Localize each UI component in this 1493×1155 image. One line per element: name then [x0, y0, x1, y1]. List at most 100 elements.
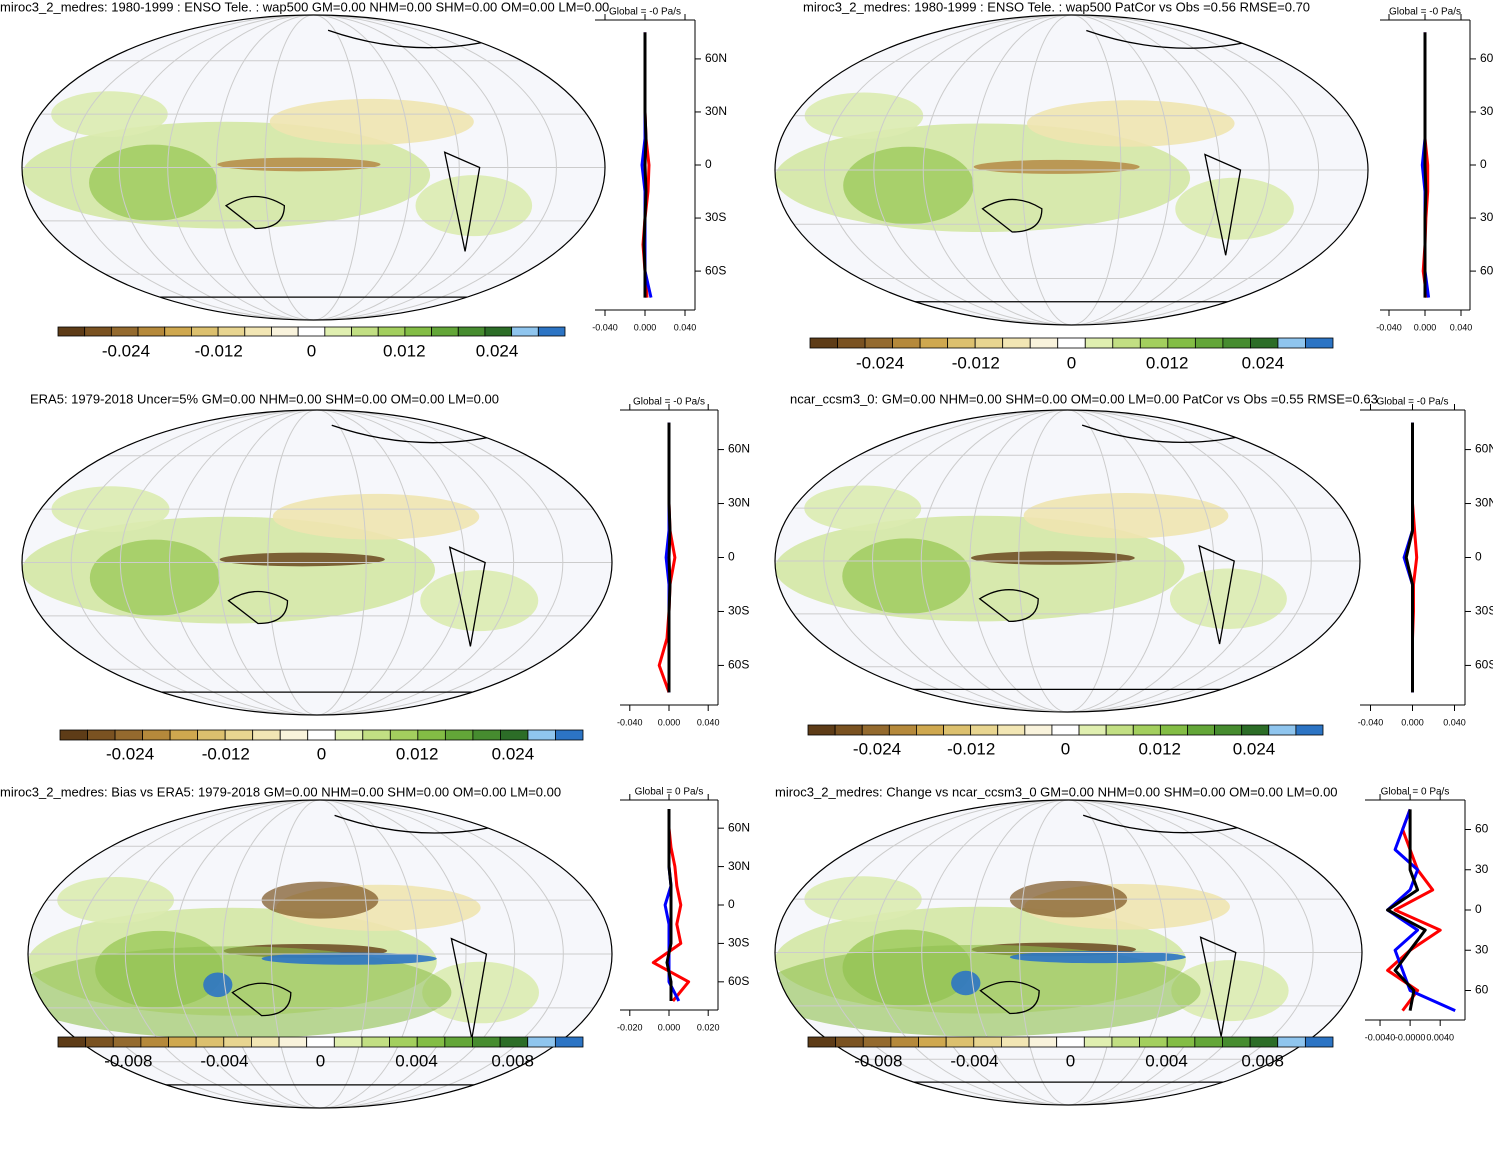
- colorbar-box: [1194, 1036, 1223, 1048]
- field-blob: [842, 538, 971, 614]
- colorbar-box: [1056, 1036, 1085, 1048]
- colorbar-box: [1305, 337, 1334, 349]
- map-border: [774, 14, 1369, 326]
- colorbar-box: [110, 326, 139, 337]
- colorbar-box: [499, 1036, 529, 1048]
- field-blob: [269, 98, 474, 145]
- colorbar-box: [362, 729, 391, 741]
- colorbar-box: [164, 326, 192, 337]
- zonal-title: Global = -0 Pa/s: [609, 7, 681, 18]
- colorbar-box: [333, 1036, 363, 1048]
- colorbar-box: [297, 326, 326, 337]
- colorbar-box: [1167, 337, 1196, 349]
- y-tick-label: 60: [1475, 983, 1489, 997]
- colorbar-box: [1083, 1036, 1113, 1048]
- colorbar-box: [1139, 337, 1169, 349]
- colorbar-label: 0.012: [1138, 739, 1181, 758]
- colorbar-label: -0.024: [106, 744, 154, 763]
- y-tick-label: 0: [1480, 157, 1487, 171]
- colorbar-label: 0: [316, 1051, 325, 1070]
- colorbar-box: [916, 724, 944, 736]
- y-tick-label: 0: [728, 550, 735, 564]
- y-tick-label: 60S: [1475, 658, 1493, 672]
- panel: ncar_ccsm3_0: GM=0.00 NHM=0.00 SHM=0.00 …: [774, 391, 1493, 758]
- continent: [22, 29, 605, 298]
- colorbar-box: [197, 729, 226, 741]
- y-tick-label: 60S: [1480, 263, 1493, 277]
- colorbar-box: [527, 729, 556, 741]
- colorbar-box: [1222, 1036, 1251, 1048]
- colorbar-box: [87, 729, 116, 741]
- colorbar-box: [195, 1036, 225, 1048]
- colorbar-box: [472, 729, 501, 741]
- colorbar-box: [1295, 724, 1324, 736]
- colorbar-label: 0.024: [476, 341, 519, 360]
- colorbar-box: [224, 729, 254, 741]
- colorbar-box: [554, 1036, 584, 1048]
- zonal-line: [667, 422, 672, 693]
- field-blob: [1023, 493, 1229, 539]
- colorbar-box: [555, 729, 584, 741]
- zonal-line: [1386, 808, 1442, 1012]
- colorbar-label: -0.012: [202, 744, 250, 763]
- colorbar-box: [861, 724, 890, 736]
- y-tick-label: 60N: [1480, 51, 1493, 65]
- colorbar-box: [500, 729, 529, 741]
- y-tick-label: 30N: [1480, 104, 1493, 118]
- x-tick-label: -0.020: [617, 1022, 643, 1032]
- colorbar-label: 0.008: [491, 1051, 534, 1070]
- y-tick-label: 30S: [1475, 604, 1493, 618]
- field-blob: [973, 159, 1140, 174]
- colorbar-box: [278, 1036, 308, 1048]
- zonal-line: [642, 32, 648, 298]
- y-tick-label: 30N: [705, 104, 727, 118]
- x-tick-label: 0.000: [658, 1022, 681, 1032]
- colorbar-box: [142, 729, 171, 741]
- colorbar-label: 0.012: [383, 341, 426, 360]
- colorbar-box: [1268, 724, 1297, 736]
- colorbar-box: [864, 337, 893, 349]
- colorbar-box: [484, 326, 513, 337]
- x-tick-label: -0.040: [592, 322, 618, 332]
- zonal-title: Global = -0 Pa/s: [1377, 397, 1449, 408]
- y-tick-label: 30S: [1480, 210, 1493, 224]
- x-tick-label: -0.040: [1376, 322, 1402, 332]
- colorbar-box: [834, 724, 863, 736]
- colorbar-box: [892, 337, 921, 349]
- colorbar-label: 0: [1066, 1051, 1075, 1070]
- colorbar-box: [431, 326, 459, 337]
- continent: [775, 29, 1368, 303]
- colorbar-label: -0.024: [856, 353, 904, 372]
- colorbar-box: [1194, 337, 1224, 349]
- colorbar-box: [57, 1036, 87, 1048]
- colorbar-box: [334, 729, 364, 741]
- colorbar-box: [1249, 1036, 1279, 1048]
- field-blob: [272, 493, 480, 540]
- colorbar-box: [1250, 337, 1279, 349]
- x-tick-label: -0.0040: [1365, 1032, 1396, 1042]
- map-border: [774, 409, 1361, 713]
- colorbar-box: [389, 1036, 418, 1048]
- x-tick-label: 0.000: [1414, 322, 1437, 332]
- x-tick-label: -0.040: [617, 717, 643, 727]
- colorbar-box: [444, 1036, 473, 1048]
- field-blob: [420, 570, 539, 632]
- map-border: [21, 14, 606, 321]
- colorbar-label: 0.004: [1145, 1051, 1188, 1070]
- x-tick-label: 0.040: [697, 717, 720, 727]
- field-blob: [1027, 100, 1235, 147]
- colorbar-box: [997, 724, 1026, 736]
- colorbar-box: [251, 1036, 280, 1048]
- y-tick-label: 60S: [728, 658, 749, 672]
- x-tick-label: 0.040: [1443, 717, 1466, 727]
- colorbar-box: [140, 1036, 169, 1048]
- panel: miroc3_2_medres: 1980-1999 : ENSO Tele. …: [0, 0, 727, 360]
- colorbar-box: [918, 1036, 947, 1048]
- colorbar-label: 0.024: [492, 744, 535, 763]
- map: [775, 410, 1360, 712]
- colorbar-box: [1214, 724, 1243, 736]
- colorbar-box: [114, 729, 143, 741]
- x-tick-label: -0.0000: [1395, 1032, 1426, 1042]
- colorbar-box: [351, 326, 379, 337]
